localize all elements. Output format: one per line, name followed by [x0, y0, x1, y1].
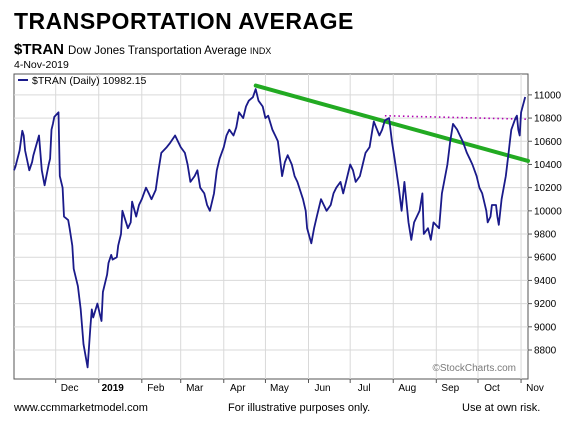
y-tick-label: 11000	[534, 90, 562, 101]
price-line	[13, 88, 527, 369]
y-tick-label: 10800	[534, 114, 562, 125]
y-tick-label: 9600	[534, 253, 557, 264]
ticker-line: $TRAN Dow Jones Transportation Average IND…	[14, 41, 271, 59]
x-tick-label: Nov	[526, 383, 544, 394]
x-tick-label: Oct	[484, 383, 500, 394]
y-tick-label: 10400	[534, 160, 562, 171]
ticker-description: Dow Jones Transportation Average	[68, 45, 247, 57]
y-tick-label: 9000	[534, 322, 557, 333]
resistance-dotted-line	[384, 114, 529, 121]
x-tick-label: Feb	[147, 383, 165, 394]
chart-date: 4-Nov-2019	[14, 59, 69, 71]
x-tick-label: Dec	[61, 383, 79, 394]
y-tick-label: 9200	[534, 299, 557, 310]
axes: 8800 9000 9200 9400 9600 9800 10000 10200 10400 1…	[55, 90, 562, 394]
x-tick-label: Aug	[398, 383, 416, 394]
legend-label: $TRAN (Daily) 10982.15	[32, 75, 147, 87]
x-tick-label: Jun	[314, 383, 330, 394]
y-tick-label: 8800	[534, 346, 557, 357]
x-tick-label: May	[270, 383, 289, 394]
y-tick-label: 10600	[534, 137, 562, 148]
ticker-source: INDX	[249, 46, 272, 56]
chart-title: TRANSPORTATION AVERAGE	[14, 8, 354, 34]
x-tick-label: 2019	[102, 383, 125, 394]
x-tick-label: Mar	[186, 383, 204, 394]
ticker-symbol: $TRAN	[14, 41, 65, 58]
y-tick-label: 10200	[534, 183, 562, 194]
footer-risk: Use at own risk.	[462, 402, 541, 414]
annotations	[253, 83, 530, 163]
y-tick-label: 9400	[534, 276, 557, 287]
grid	[14, 74, 528, 379]
watermark: ©StockCharts.com	[432, 363, 516, 374]
x-tick-label: Sep	[441, 383, 459, 394]
downtrend-line	[253, 83, 530, 163]
series-layer	[13, 88, 527, 369]
y-tick-label: 9800	[534, 230, 557, 241]
legend: $TRAN (Daily) 10982.15	[18, 75, 147, 87]
plot-frame	[13, 73, 529, 380]
x-tick-label: Apr	[230, 383, 246, 394]
x-tick-label: Jul	[358, 383, 371, 394]
footer-website: www.ccmmarketmodel.com	[14, 402, 148, 414]
y-tick-label: 10000	[534, 206, 562, 217]
footer-disclaimer: For illustrative purposes only.	[228, 402, 371, 414]
